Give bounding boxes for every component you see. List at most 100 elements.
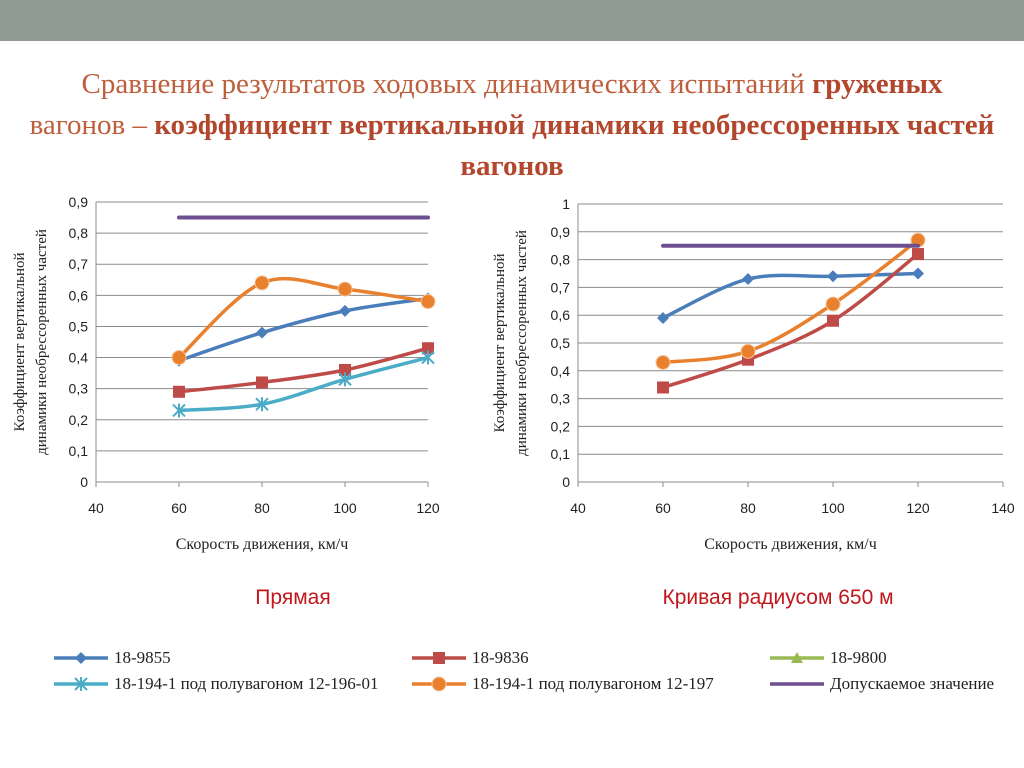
- data-point: [338, 372, 352, 387]
- chart-caption-curve: Кривая радиусом 650 м: [662, 586, 894, 609]
- title-text-2: вагонов –: [29, 109, 155, 141]
- data-point: [655, 354, 671, 370]
- data-point: [421, 350, 435, 365]
- slide-title: Сравнение результатов ходовых динамическ…: [20, 64, 1004, 187]
- data-point: [657, 311, 669, 324]
- series-line: [661, 252, 920, 390]
- y-axis-label-line: Коэффициент вертикальной: [492, 254, 508, 433]
- data-point: [912, 267, 924, 280]
- data-point: [337, 281, 353, 297]
- chart-caption-straight: Прямая: [255, 586, 331, 609]
- legend-marker: [791, 652, 803, 663]
- y-tick-label: 0,9: [551, 224, 571, 240]
- x-tick-label: 40: [88, 500, 104, 516]
- x-axis-label: Скорость движения, км/ч: [176, 536, 349, 553]
- series-line: [177, 296, 430, 363]
- data-point: [254, 275, 270, 291]
- data-point: [740, 343, 756, 359]
- y-tick-label: 0,2: [69, 412, 89, 428]
- legend-item: 18-9800: [766, 648, 887, 668]
- y-tick-label: 0,6: [551, 307, 571, 323]
- x-tick-label: 60: [171, 500, 187, 516]
- legend-label: 18-9800: [830, 648, 887, 667]
- legend-swatch: [54, 677, 108, 691]
- y-tick-label: 0: [562, 474, 570, 490]
- legend-swatch: [412, 652, 466, 664]
- x-tick-label: 40: [570, 500, 586, 516]
- legend-item: 18-194-1 под полувагоном 12-197: [408, 674, 714, 694]
- x-tick-label: 140: [991, 500, 1015, 516]
- y-tick-label: 0,7: [551, 279, 571, 295]
- series-line: [661, 271, 920, 320]
- chart-straight: 0 0,1 0,2 0,3 0,4 0,5 0,6 0,7 0,8 0,9 40 60 80 100 120…: [12, 194, 440, 553]
- x-tick-label: 100: [333, 500, 357, 516]
- y-tick-label: 0,3: [69, 381, 89, 397]
- data-point: [339, 364, 351, 376]
- data-point: [339, 304, 351, 317]
- y-tick-label: 0,1: [69, 443, 89, 459]
- data-point: [256, 326, 268, 339]
- y-tick-label: 0,8: [69, 225, 89, 241]
- legend-swatch: [770, 652, 824, 663]
- data-point: [422, 342, 434, 355]
- legend-marker: [431, 676, 447, 692]
- data-point: [171, 350, 187, 366]
- y-axis-label-line: динамики необрессоренных частей: [34, 229, 50, 455]
- top-bar: [0, 0, 1024, 41]
- data-point: [256, 376, 268, 389]
- legend-swatch: [770, 682, 824, 686]
- y-tick-label: 0,1: [551, 446, 571, 462]
- legend-item: 18-9855: [50, 648, 171, 668]
- y-tick-label: 0,3: [551, 391, 571, 407]
- data-point: [420, 294, 436, 310]
- y-tick-label: 0,5: [69, 318, 89, 334]
- title-text-1: Сравнение результатов ходовых динамическ…: [81, 68, 813, 100]
- data-point: [657, 381, 669, 394]
- series-line: [177, 276, 430, 360]
- legend-marker: [74, 677, 88, 691]
- data-point: [742, 273, 754, 286]
- x-axis-label: Скорость движения, км/ч: [704, 536, 877, 553]
- y-axis-label-line: динамики необрессоренных частей: [514, 230, 530, 456]
- series-line: [177, 355, 430, 413]
- legend-label: 18-194-1 под полувагоном 12-196-01: [114, 674, 379, 693]
- y-axis-label-line: Коэффициент вертикальной: [12, 253, 28, 432]
- x-tick-label: 100: [821, 500, 845, 516]
- y-tick-label: 0,5: [551, 335, 571, 351]
- legend-marker: [433, 652, 445, 664]
- legend-item: 18-9836: [408, 648, 529, 668]
- x-tick-label: 80: [740, 500, 756, 516]
- y-tick-label: 0: [80, 474, 88, 490]
- data-point: [827, 314, 839, 327]
- x-tick-label: 120: [906, 500, 930, 516]
- x-tick-label: 60: [655, 500, 671, 516]
- legend: 18-9855 18-9836 18-9800 18-194-1 под пол…: [50, 648, 1010, 698]
- y-axis-label: Коэффициент вертикальной динамики необрес…: [492, 230, 530, 456]
- y-tick-label: 0,4: [551, 363, 571, 379]
- data-point: [172, 403, 186, 418]
- x-tick-label: 80: [254, 500, 270, 516]
- legend-item: Допускаемое значение: [766, 674, 994, 694]
- y-tick-label: 1: [562, 196, 570, 212]
- series-line: [661, 238, 920, 365]
- legend-label: Допускаемое значение: [830, 674, 995, 693]
- data-point: [827, 270, 839, 283]
- data-point: [825, 296, 841, 312]
- title-bold-1: груженых: [812, 68, 943, 100]
- y-tick-label: 0,2: [551, 418, 571, 434]
- y-tick-label: 0,4: [69, 350, 89, 366]
- legend-swatch: [54, 652, 108, 664]
- series-line: [177, 346, 430, 394]
- data-point: [912, 248, 924, 261]
- y-tick-label: 0,8: [551, 252, 571, 268]
- legend-label: 18-9836: [472, 648, 529, 667]
- legend-label: 18-9855: [114, 648, 171, 667]
- legend-marker: [75, 652, 87, 664]
- y-axis-label: Коэффициент вертикальной динамики необрес…: [12, 229, 50, 455]
- legend-item: 18-194-1 под полувагоном 12-196-01: [50, 674, 378, 694]
- title-bold-2: коэффициент вертикальной динамики необре…: [154, 109, 995, 182]
- data-point: [255, 397, 269, 412]
- legend-label: 18-194-1 под полувагоном 12-197: [472, 674, 714, 693]
- y-tick-label: 0,6: [69, 287, 89, 303]
